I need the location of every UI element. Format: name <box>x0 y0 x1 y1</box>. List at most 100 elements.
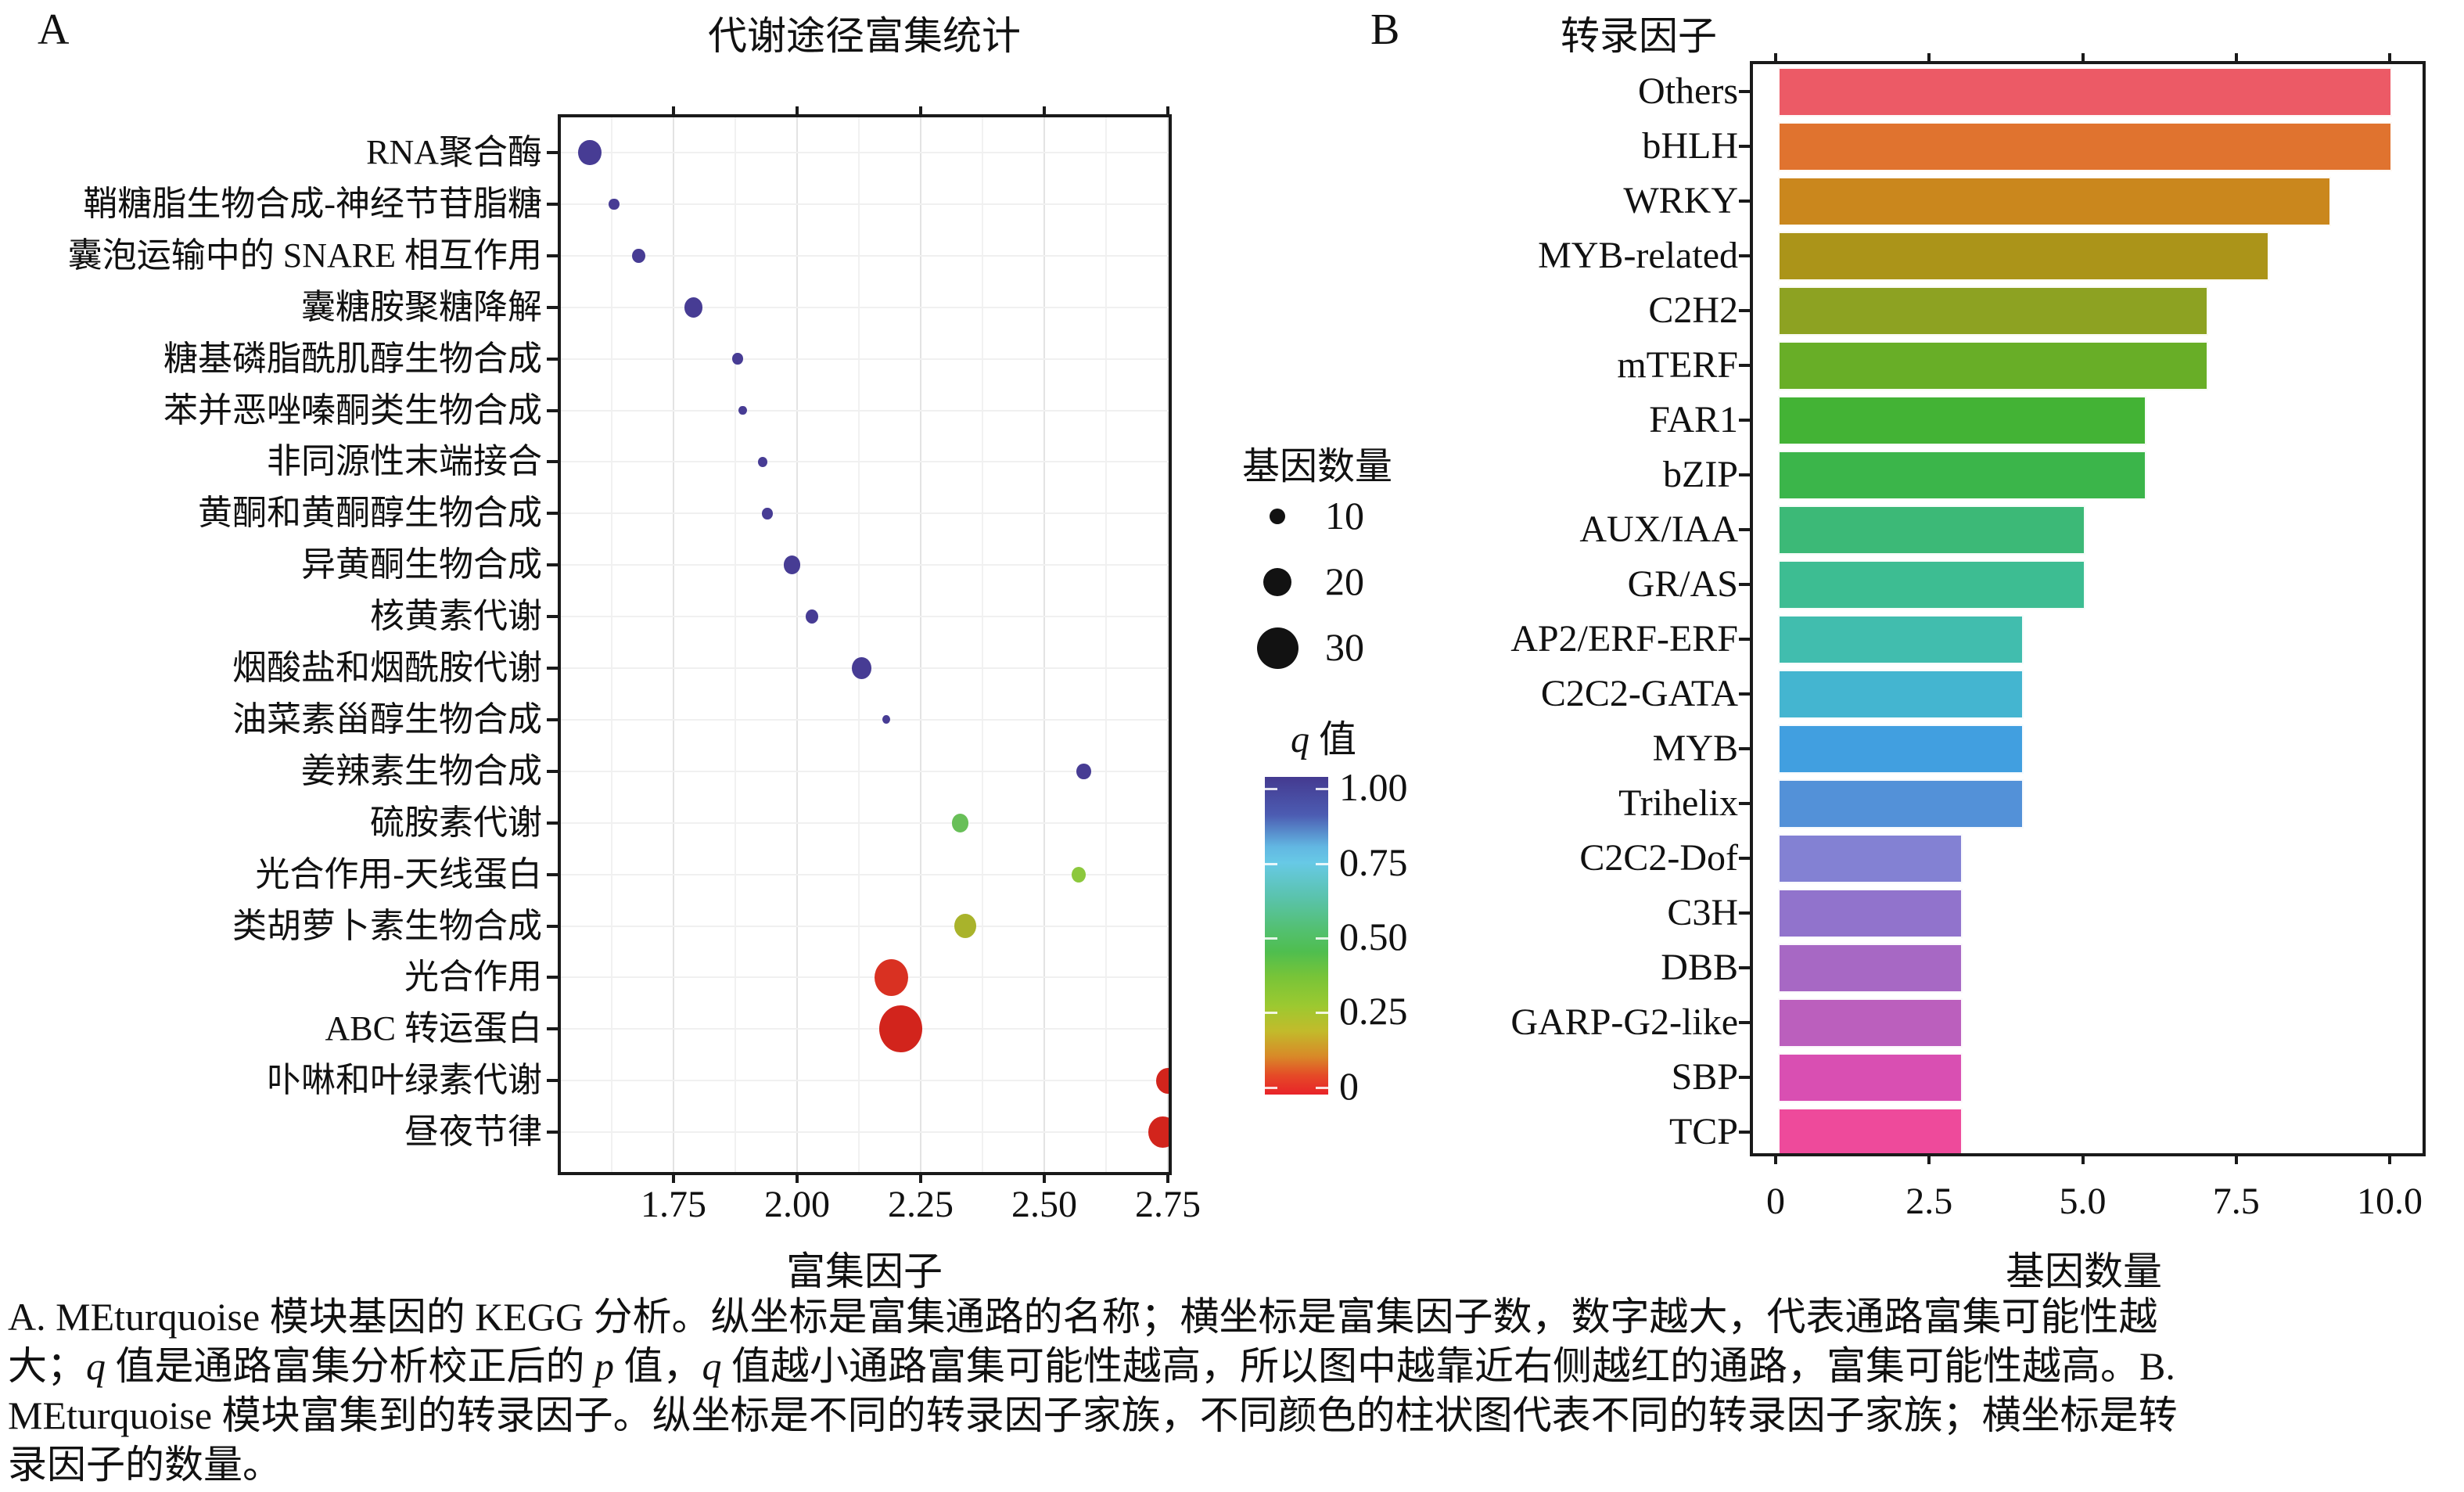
caption-line: 大；q 值是通路富集分析校正后的 p 值，q 值越小通路富集可能性越高，所以图中… <box>8 1342 2459 1391</box>
grid-row-h <box>558 873 1172 875</box>
pathway-label: 囊糖胺聚糖降解 <box>301 287 542 326</box>
pathway-dot <box>805 609 819 624</box>
y-tick <box>1739 911 1750 915</box>
grid-minor-v <box>735 114 736 1175</box>
grid-minor-v <box>858 114 860 1175</box>
y-tick <box>547 1079 558 1083</box>
pathway-dot <box>783 555 801 575</box>
y-tick <box>1739 145 1750 148</box>
panel-a-x-axis-title: 富集因子 <box>786 1249 943 1293</box>
caption-text: p <box>594 1344 614 1388</box>
x-tick-label: 2.25 <box>888 1184 954 1225</box>
pathway-label: 烟酸盐和烟酰胺代谢 <box>232 649 542 687</box>
pathway-label: 卟啉和叶绿素代谢 <box>267 1061 542 1100</box>
y-tick <box>547 151 558 154</box>
y-tick <box>547 821 558 825</box>
tf-family-label: Trihelix <box>1618 782 1738 824</box>
y-tick <box>1739 1021 1750 1024</box>
panel-b-plot-area <box>1750 61 2426 1156</box>
q-legend-title: q 值 <box>1291 708 1356 763</box>
pathway-dot <box>1072 866 1087 883</box>
y-tick <box>547 202 558 206</box>
q-legend-value: 0.50 <box>1339 915 1408 958</box>
grid-minor-v <box>982 114 983 1175</box>
q-colorbar-tick <box>1265 863 1277 865</box>
x-tick-label: 2.00 <box>764 1184 830 1225</box>
grid-row-h <box>558 203 1172 205</box>
y-tick <box>1739 419 1750 422</box>
grid-row-h <box>558 821 1172 824</box>
tf-bar <box>1778 121 2392 171</box>
tf-bar <box>1778 998 1963 1048</box>
tf-bar <box>1778 450 2146 500</box>
x-tick-bottom <box>2388 1153 2391 1164</box>
y-tick <box>547 512 558 516</box>
grid-row-h <box>558 1080 1172 1082</box>
pathway-dot <box>632 248 646 263</box>
y-tick <box>547 305 558 309</box>
y-tick <box>1739 692 1750 696</box>
grid-row-h <box>558 306 1172 308</box>
y-tick <box>547 1027 558 1031</box>
panel-a-plot-area <box>558 114 1172 1175</box>
grid-major-v <box>673 114 674 1175</box>
tf-family-label: FAR1 <box>1649 399 1738 440</box>
x-tick-top <box>672 106 675 117</box>
pathway-dot <box>1148 1116 1172 1149</box>
grid-minor-v <box>1105 114 1107 1175</box>
q-colorbar-tick <box>1316 937 1328 940</box>
y-tick <box>547 667 558 670</box>
x-tick-top <box>1043 106 1046 117</box>
tf-family-label: C3H <box>1667 892 1738 933</box>
grid-major-v <box>796 114 798 1175</box>
y-tick <box>547 872 558 876</box>
y-tick <box>547 769 558 773</box>
y-tick <box>1739 966 1750 969</box>
pathway-label: 苯并恶唑嗪酮类生物合成 <box>163 390 542 430</box>
grid-major-v <box>1167 114 1169 1175</box>
tf-family-label: WRKY <box>1623 180 1738 221</box>
pathway-dot <box>732 353 743 365</box>
grid-row-h <box>558 564 1172 566</box>
pathway-dot <box>757 456 767 467</box>
y-tick <box>1739 638 1750 641</box>
tf-family-label: DBB <box>1661 947 1738 988</box>
x-tick-label: 10.0 <box>2357 1181 2423 1222</box>
tf-family-label: SBP <box>1671 1056 1738 1098</box>
q-legend-value: 0 <box>1339 1064 1359 1108</box>
tf-bar <box>1778 505 2085 555</box>
pathway-dot <box>851 657 871 679</box>
tf-bar <box>1778 176 2331 226</box>
y-tick <box>547 1131 558 1134</box>
tf-family-label: GARP-G2-like <box>1510 1001 1738 1043</box>
pathway-dot <box>577 139 602 166</box>
panel-b-label: B <box>1370 5 1400 54</box>
y-tick <box>547 563 558 567</box>
x-tick-top <box>1166 106 1169 117</box>
tf-bar <box>1778 778 2024 829</box>
pathway-label: 光合作用-天线蛋白 <box>255 854 542 893</box>
q-colorbar-tick <box>1316 1012 1328 1014</box>
x-tick-top <box>1774 53 1777 64</box>
y-tick <box>1739 857 1750 860</box>
pathway-label: 昼夜节律 <box>404 1113 542 1152</box>
x-tick-bottom <box>2234 1153 2238 1164</box>
caption-text: q <box>86 1344 106 1388</box>
y-tick <box>1739 364 1750 367</box>
grid-row-h <box>558 718 1172 721</box>
tf-family-label: C2C2-GATA <box>1540 673 1738 714</box>
tf-family-label: Others <box>1638 70 1738 112</box>
x-tick-label: 7.5 <box>2212 1181 2260 1222</box>
q-colorbar-tick <box>1316 1087 1328 1089</box>
pathway-dot <box>954 913 976 939</box>
pathway-label: RNA聚合酶 <box>366 133 542 171</box>
tf-bar <box>1778 669 2024 719</box>
x-tick-label: 2.50 <box>1011 1184 1077 1225</box>
grid-row-h <box>558 770 1172 772</box>
pathway-label: 光合作用 <box>404 958 542 997</box>
size-legend-dot <box>1270 509 1285 524</box>
y-tick <box>547 253 558 257</box>
grid-row-h <box>558 358 1172 360</box>
tf-bar <box>1778 231 2269 281</box>
y-tick <box>1739 254 1750 257</box>
